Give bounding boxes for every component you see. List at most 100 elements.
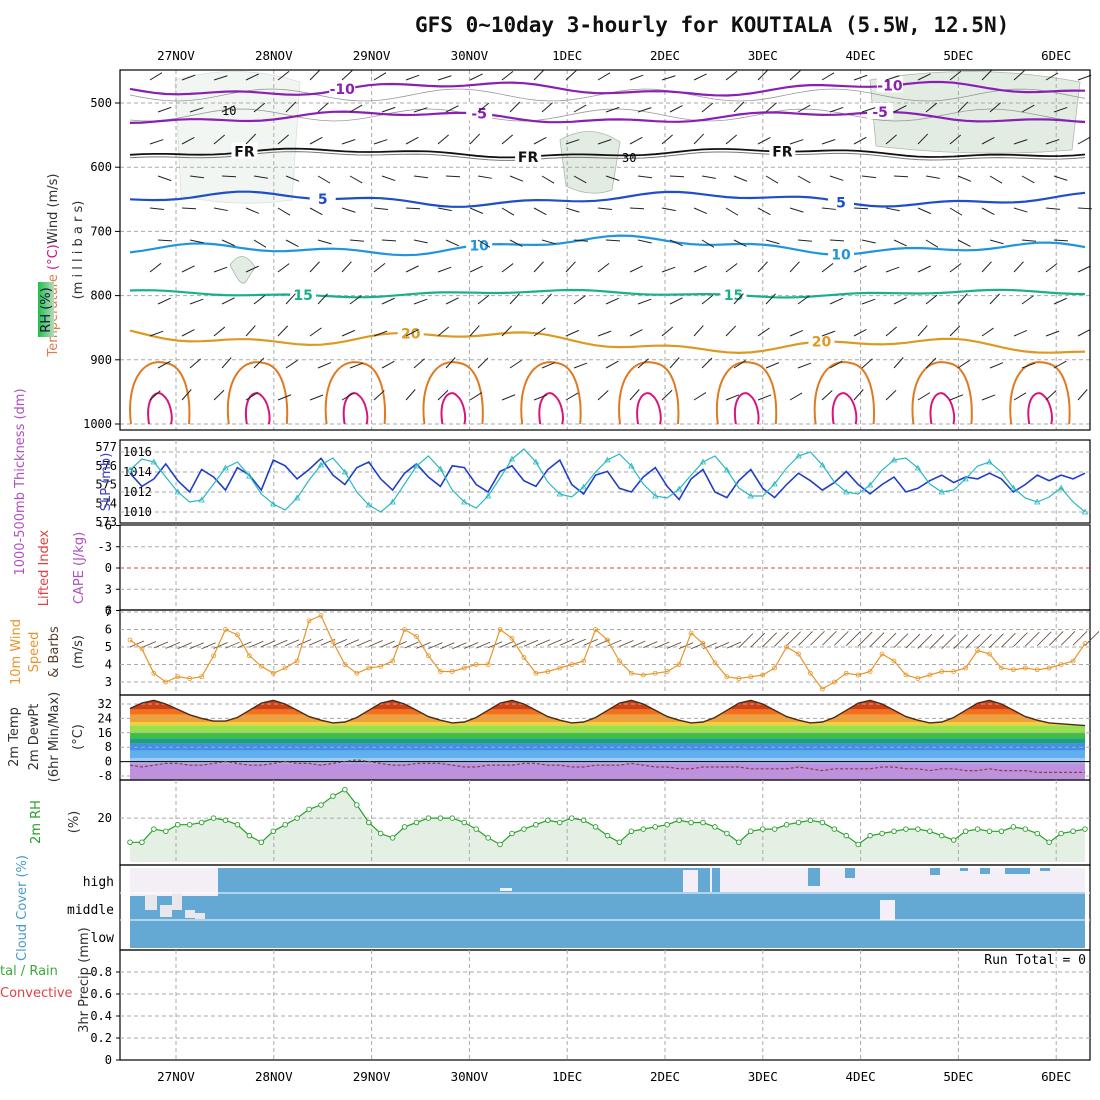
wind-barb-179 xyxy=(669,175,685,178)
wind10-point-29 xyxy=(473,662,479,667)
wind-barb-305 xyxy=(1013,330,1028,337)
isotherm-30-loop-6 xyxy=(733,392,760,425)
wind10-barb-64 xyxy=(893,633,909,648)
wind-barb-230 xyxy=(789,392,803,401)
wind-barb-297 xyxy=(1013,70,1025,81)
wind-barb-104 xyxy=(445,239,459,247)
wind-barb-27 xyxy=(221,239,235,247)
wind-barb-9 xyxy=(157,360,171,369)
isotherm-label-FR-2: FR xyxy=(772,145,793,161)
xsec-ylabel-2: 700 xyxy=(90,224,112,238)
wind-barb-84 xyxy=(381,297,395,305)
wind10-barb-11 xyxy=(261,640,276,648)
slp-point-24 xyxy=(413,462,420,469)
wind10-point-7 xyxy=(211,653,216,659)
wind10-barb-22 xyxy=(392,641,407,648)
wind-barb-126 xyxy=(509,239,523,247)
cloud-high-patch-0 xyxy=(712,868,720,893)
slp-point-60 xyxy=(843,488,850,495)
wind-barb-182 xyxy=(661,266,676,273)
wind-barb-33 xyxy=(245,73,259,81)
rh-contour-1 xyxy=(129,108,1086,122)
wind10-point-24 xyxy=(414,634,419,639)
wind10-barb-65 xyxy=(905,633,921,649)
wind-barb-72 xyxy=(341,261,352,273)
isotherm-label-bg-2-2 xyxy=(769,142,796,159)
rh-point-4 xyxy=(174,821,181,828)
slp-point-42 xyxy=(628,462,635,469)
rh-point-1 xyxy=(139,839,145,846)
wind10-barb-21 xyxy=(380,640,395,648)
slp-point-64 xyxy=(890,456,898,463)
slp-point-48 xyxy=(699,458,707,465)
wind-barb-134 xyxy=(533,136,547,145)
wind-barb-165 xyxy=(629,74,644,81)
slp-tick-3: 1010 xyxy=(123,505,152,519)
wind-barb-196 xyxy=(701,357,713,369)
cloud-high-patch-4 xyxy=(960,868,968,871)
wind-barb-49 xyxy=(285,239,299,247)
isotherm-label--10-1: -10 xyxy=(877,78,903,94)
wind10-barb-14 xyxy=(296,639,312,646)
wind10-barb-43 xyxy=(643,641,658,648)
wind-barb-61 xyxy=(309,261,320,273)
isotherm-25-loop-0 xyxy=(129,361,191,425)
wind10-point-26 xyxy=(437,669,443,674)
wind-barb-63 xyxy=(309,327,322,337)
isotherm-label-bg-6-0 xyxy=(397,324,424,341)
rh-point-52 xyxy=(748,828,754,835)
isotherm-label-bg-2-0 xyxy=(231,142,258,159)
rh-point-57 xyxy=(807,817,814,824)
wind-barb-290 xyxy=(981,207,995,216)
rh-point-73 xyxy=(998,828,1005,835)
run-total: Run Total = 0 xyxy=(984,953,1086,968)
wind10-point-80 xyxy=(1082,641,1088,646)
date-bottom-4: 1DEC xyxy=(552,1069,582,1084)
temp-band-5 xyxy=(130,732,1085,739)
wind-barb-287 xyxy=(989,102,1001,113)
isotherm-30-loop-4 xyxy=(538,392,564,425)
wind-barb-19 xyxy=(181,329,195,337)
wind-barb-183 xyxy=(669,297,683,305)
wind-barb-16 xyxy=(189,239,204,244)
rh-point-66 xyxy=(915,826,921,832)
wind-barb-24 xyxy=(213,134,226,145)
wind-barb-62 xyxy=(317,293,328,305)
wind-barb-66 xyxy=(341,70,353,81)
wind-barb-294 xyxy=(981,327,994,337)
wind10-point-56 xyxy=(796,651,801,657)
wind-barb-96 xyxy=(405,329,419,337)
wind-barb-155 xyxy=(605,106,620,113)
wind10-point-2 xyxy=(151,670,157,676)
wind-barb-150 xyxy=(573,295,586,305)
temp-ylabel-3: (°C) xyxy=(71,724,86,750)
wind-barb-282 xyxy=(957,293,968,305)
wind10-point-61 xyxy=(855,672,861,678)
wind-barb-226 xyxy=(789,261,800,273)
wind-barb-164 xyxy=(597,390,609,401)
slp-frame xyxy=(119,439,1091,524)
temp-tick-0: 32 xyxy=(98,697,112,711)
wind-barb-236 xyxy=(829,239,845,242)
isotherm-label-bg-3-1 xyxy=(828,193,855,210)
rh-point-72 xyxy=(986,828,993,835)
wind-barb-245 xyxy=(861,175,876,179)
wind10-barb-77 xyxy=(1048,631,1064,646)
wind10-barb-33 xyxy=(523,639,539,647)
cloud-high-early xyxy=(130,868,218,896)
cloud-high-patch-1 xyxy=(808,868,820,886)
rh-point-17 xyxy=(330,793,336,799)
wind10-point-31 xyxy=(497,627,503,632)
wind-barb-314 xyxy=(1045,263,1058,273)
wind-barb-266 xyxy=(917,133,929,145)
wind10-point-6 xyxy=(199,674,205,680)
wind-barb-288 xyxy=(981,137,995,145)
wind-barb-221 xyxy=(797,104,811,113)
wind-barb-260 xyxy=(893,297,907,305)
wind-barb-116 xyxy=(469,265,483,273)
rh-point-30 xyxy=(485,835,491,841)
rh-point-62 xyxy=(867,832,873,839)
wind10-point-51 xyxy=(736,676,742,681)
wind-barb-202 xyxy=(725,207,739,216)
date-top-8: 5DEC xyxy=(943,48,973,63)
